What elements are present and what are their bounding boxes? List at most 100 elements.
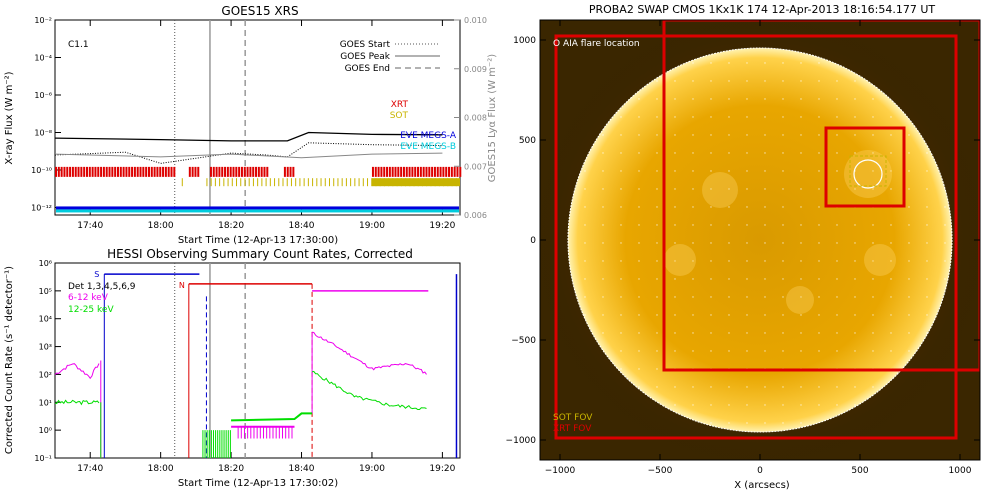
xrt-coverage-tick [94,166,97,177]
hessi-mode-label-s: S [94,270,99,279]
legend-12-25-kev: 12-25 keV [68,305,114,315]
xrt-coverage-tick [257,166,260,177]
xrt-coverage-tick [380,166,383,177]
sot-coverage-tick [269,178,271,187]
sot-coverage-tick [316,178,318,187]
xrt-coverage-tick [377,166,380,177]
sot-coverage-tick [333,178,335,187]
xrt-coverage-tick [212,166,215,177]
xrt-coverage-tick [229,166,232,177]
legend-goes-start: GOES Start [340,40,391,50]
goes-y2-tick-label: 0.007 [464,162,487,171]
goes-y-label: X-ray Flux (W m⁻²) [4,71,15,164]
sot-coverage-tick [261,178,263,187]
xrt-coverage-tick [436,166,439,177]
hessi-y-tick-label: 10⁶ [39,259,52,268]
xrt-coverage-tick [128,166,131,177]
legend-goes-end: GOES End [345,64,390,74]
sot-coverage-tick [206,178,208,187]
swap-y-tick-label: 500 [519,136,536,146]
sot-coverage-tick [290,178,292,187]
hessi-series-6-12-late [312,331,427,375]
sot-coverage-tick [257,178,259,187]
xrt-coverage-tick [224,166,227,177]
xrt-coverage-tick [266,166,269,177]
xrt-coverage-tick [156,166,159,177]
xrt-coverage-tick [221,166,224,177]
xrt-coverage-tick [249,166,252,177]
xrt-coverage-tick [83,166,86,177]
fov-box [824,126,906,208]
xrt-coverage-tick [131,166,134,177]
xrt-coverage-tick [388,166,391,177]
sot-coverage-tick [231,178,233,187]
legend-xrt: XRT [391,100,409,110]
xrt-coverage-tick [286,166,289,177]
hessi-series-6-12 [54,363,100,380]
xrt-coverage-tick [57,166,60,177]
sot-coverage-tick [358,178,360,187]
swap-title: PROBA2 SWAP CMOS 1Kx1K 174 12-Apr-2013 1… [589,3,936,16]
sot-coverage-tick [312,178,314,187]
xrt-coverage-tick [238,166,241,177]
sot-coverage-block [371,178,460,187]
xrt-coverage-tick [431,166,434,177]
xrt-coverage-tick [159,166,162,177]
swap-marks [554,20,980,440]
fov-box [662,20,980,372]
hessi-x-tick-label: 18:40 [289,464,315,474]
xrt-coverage-tick [456,166,459,177]
sot-fov-label: SOT FOV [553,413,593,423]
swap-y-tick-label: −500 [511,336,536,346]
sot-coverage-tick [371,178,373,187]
xrt-coverage-tick [246,166,249,177]
sot-coverage-tick [345,178,347,187]
active-region [702,172,738,208]
swap-x-tick-label: 500 [851,466,868,476]
hessi-x-tick-label: 18:20 [218,464,244,474]
xrt-fov-label: XRT FOV [553,424,592,434]
xrt-coverage-tick [448,166,451,177]
active-region [844,150,892,198]
goes-y-tick-label: 10⁻⁴ [34,54,52,63]
sot-coverage-tick [303,178,305,187]
sot-coverage-tick [274,178,276,187]
legend-6-12-kev: 6-12 keV [68,293,109,303]
xrt-coverage-tick [243,166,246,177]
xrt-coverage-tick [77,166,80,177]
xrt-coverage-tick [102,166,105,177]
sot-fov-box [849,155,887,187]
swap-x-tick-label: 1000 [949,466,972,476]
sot-coverage-tick [278,178,280,187]
xrt-coverage-tick [91,166,94,177]
sot-coverage-tick [354,178,356,187]
xrt-coverage-tick [133,166,136,177]
goes-y2-tick-label: 0.010 [464,16,487,25]
xrt-coverage-tick [88,166,91,177]
goes-y-tick-label: 10⁻⁶ [34,91,52,100]
hessi-y-label: Corrected Count Rate (s⁻¹ detector⁻¹) [4,266,15,454]
xrt-coverage-tick [139,166,142,177]
swap-y-tick-label: −1000 [506,436,537,446]
active-region [864,244,896,276]
goes-y2-tick-label: 0.009 [464,65,487,74]
sot-coverage-tick [362,178,364,187]
sot-coverage-tick [248,178,250,187]
aia-flare-location-marker [853,159,883,189]
xrt-coverage-tick [414,166,417,177]
sot-coverage-tick [227,178,229,187]
hessi-plot-frame [54,262,461,459]
xrt-coverage-tick [74,166,77,177]
xrt-coverage-tick [66,166,69,177]
xrt-coverage-tick [85,166,88,177]
xrt-coverage-tick [450,166,453,177]
xrt-coverage-tick [188,166,191,177]
swap-x-tick-label: −1000 [545,466,576,476]
xrt-coverage-tick [383,166,386,177]
goes-legend: GOES Start GOES Peak GOES End XRT SOT EV… [340,40,457,152]
xrt-coverage-tick [252,166,255,177]
hessi-marks: 10⁻¹ 10⁰ 10¹ 10² 10³ 10⁴ 10⁵ 10⁶ 17:40 18:00 18:20… [34,259,458,474]
goes-y2-label: GOES15 Lyα Flux (W m⁻²) [487,54,498,182]
sot-coverage-tick [295,178,297,187]
xrt-coverage-tick [173,166,176,177]
